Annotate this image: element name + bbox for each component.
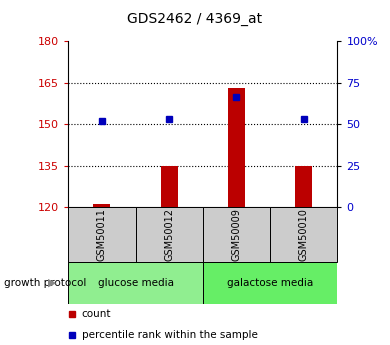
Bar xyxy=(295,166,312,207)
Bar xyxy=(68,207,136,262)
Text: glucose media: glucose media xyxy=(98,278,174,288)
Bar xyxy=(270,207,337,262)
Bar xyxy=(94,204,110,207)
Bar xyxy=(203,207,270,262)
Bar xyxy=(203,262,337,304)
Text: ▶: ▶ xyxy=(48,278,57,288)
Text: GSM50010: GSM50010 xyxy=(299,208,309,261)
Bar xyxy=(161,166,177,207)
Text: galactose media: galactose media xyxy=(227,278,313,288)
Bar xyxy=(228,88,245,207)
Text: GSM50011: GSM50011 xyxy=(97,208,107,261)
Bar xyxy=(136,207,203,262)
Bar xyxy=(68,262,203,304)
Text: GDS2462 / 4369_at: GDS2462 / 4369_at xyxy=(128,12,262,26)
Text: growth protocol: growth protocol xyxy=(4,278,86,288)
Text: percentile rank within the sample: percentile rank within the sample xyxy=(82,330,257,339)
Text: GSM50012: GSM50012 xyxy=(164,208,174,261)
Text: count: count xyxy=(82,309,111,319)
Text: GSM50009: GSM50009 xyxy=(231,208,241,261)
